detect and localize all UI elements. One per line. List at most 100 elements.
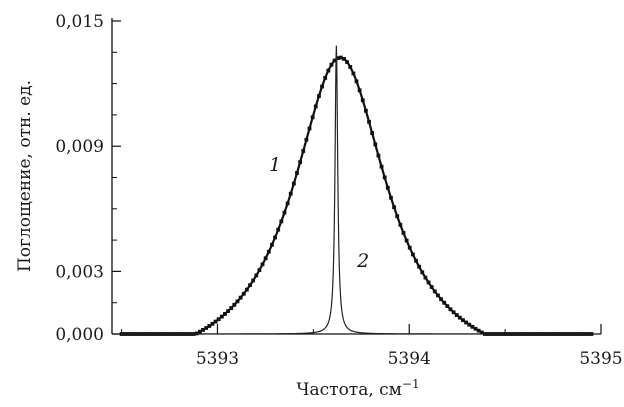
series-1-point xyxy=(373,142,378,147)
y-tick-label: 0,009 xyxy=(55,137,104,157)
series-1-point xyxy=(310,115,315,120)
x-axis-label-superscript: −1 xyxy=(402,377,420,391)
series-1-point xyxy=(436,293,440,298)
series-1-point xyxy=(414,258,418,263)
series-1-point xyxy=(254,273,259,278)
series-1-point xyxy=(345,60,350,64)
labels-layer: Поглощение, отн. ед. Частота, см−1 5393 5… xyxy=(15,12,623,400)
series-1-point xyxy=(470,324,475,329)
y-tick-label: 0,000 xyxy=(55,325,104,345)
y-axis-label: Поглощение, отн. ед. xyxy=(15,80,35,272)
series-1-point xyxy=(257,268,262,272)
x-tick-label: 5395 xyxy=(579,349,622,369)
series-1-point xyxy=(219,314,224,319)
series-1-point xyxy=(260,262,265,267)
series-1-point xyxy=(285,201,290,206)
series-1-point xyxy=(251,278,256,283)
series-1-point xyxy=(429,285,434,289)
series-1-point xyxy=(398,222,403,227)
series-1-point xyxy=(335,56,340,61)
series-1-point xyxy=(201,328,205,332)
series-1-point xyxy=(473,326,478,331)
series-1-point xyxy=(210,321,215,326)
series-1-point xyxy=(288,191,293,196)
series-2 xyxy=(121,45,592,335)
series-1-point xyxy=(238,295,243,300)
series-1-point xyxy=(379,164,384,169)
curve-label-2: 2 xyxy=(356,250,369,272)
tick-marks xyxy=(112,20,602,335)
series-1-point xyxy=(279,219,284,224)
x-axis-label-text: Частота, см xyxy=(296,380,402,400)
axes xyxy=(111,18,601,335)
series-1-point xyxy=(454,313,459,317)
series-1 xyxy=(119,55,594,336)
series-1-point xyxy=(442,300,447,305)
series-1-point xyxy=(385,185,390,190)
series-1-point xyxy=(417,264,422,269)
series-1-point xyxy=(323,76,328,80)
series-1-point xyxy=(420,270,425,275)
series-1-point xyxy=(301,149,306,153)
series-1-point xyxy=(410,252,415,257)
series-1-point xyxy=(342,56,346,61)
series-1-point xyxy=(467,322,472,327)
series-1-point xyxy=(404,238,409,243)
series-1-point xyxy=(589,332,594,336)
series-1-point xyxy=(223,312,227,316)
series-1-point xyxy=(464,320,469,325)
series-1-point xyxy=(370,131,375,135)
series-1-point xyxy=(263,256,268,261)
series-1-point xyxy=(216,317,221,322)
series-1-point xyxy=(479,330,484,335)
series-1-point xyxy=(248,283,252,288)
series-1-line xyxy=(121,56,592,336)
series-1-point xyxy=(266,249,271,254)
series-1-point xyxy=(320,84,324,89)
series-1-point xyxy=(354,79,359,84)
series-1-point xyxy=(367,119,371,124)
y-tick-label: 0,015 xyxy=(55,12,104,32)
series-1-point xyxy=(432,289,437,294)
x-axis-label: Частота, см−1 xyxy=(296,377,419,400)
series-1-point xyxy=(270,242,274,247)
series-1-point xyxy=(457,315,462,320)
series-1-point xyxy=(313,104,318,109)
series-1-point xyxy=(439,297,443,302)
x-tick-label: 5394 xyxy=(388,349,431,369)
series-1-point xyxy=(213,319,218,324)
series-1-point xyxy=(282,210,287,215)
series-1-point xyxy=(235,299,240,304)
series-1-point xyxy=(382,175,387,180)
series-1-point xyxy=(229,306,234,310)
series-1-point xyxy=(476,328,481,333)
series-layer xyxy=(119,45,594,336)
series-1-point xyxy=(351,71,356,76)
series-1-point xyxy=(423,275,428,280)
series-1-point xyxy=(291,181,296,186)
series-1-point xyxy=(304,137,309,142)
y-tick-label: 0,003 xyxy=(55,262,104,282)
series-1-point xyxy=(119,332,124,336)
series-1-point xyxy=(273,235,277,240)
series-1-point xyxy=(348,65,353,69)
series-1-point xyxy=(207,324,212,328)
series-1-point xyxy=(392,205,396,210)
series-1-point xyxy=(232,302,237,307)
series-1-point xyxy=(401,230,406,235)
x-tick-label: 5393 xyxy=(196,349,239,369)
series-1-point xyxy=(360,98,365,103)
series-1-point xyxy=(204,326,209,330)
series-1-point xyxy=(197,329,202,334)
series-1-point xyxy=(329,62,334,67)
series-1-point xyxy=(445,304,450,309)
series-1-point xyxy=(357,88,362,93)
series-1-point xyxy=(448,307,453,312)
series-1-point xyxy=(298,160,303,165)
series-2-line xyxy=(121,45,592,335)
series-1-point xyxy=(363,108,368,113)
series-1-point xyxy=(426,280,431,285)
series-1-point xyxy=(317,94,321,98)
series-1-point xyxy=(461,318,465,323)
